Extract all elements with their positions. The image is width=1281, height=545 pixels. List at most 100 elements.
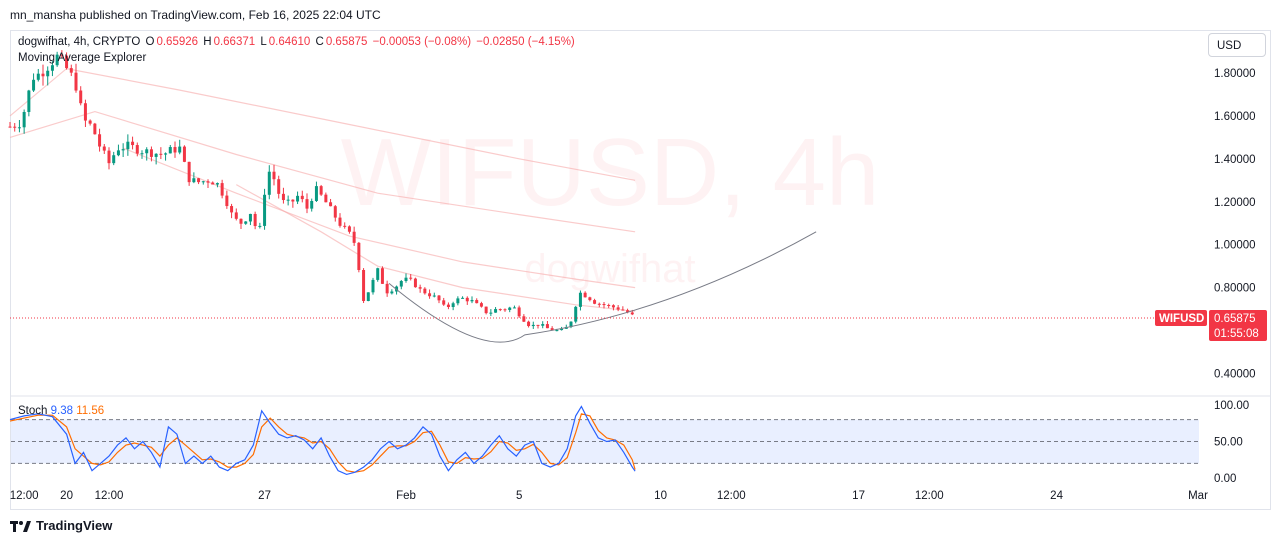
- currency-button[interactable]: USD: [1208, 33, 1266, 57]
- close-label: C: [315, 36, 324, 48]
- stoch-legend: Stoch 9.38 11.56: [18, 405, 104, 417]
- ohlc-legend: dogwifhat, 4h, CRYPTO O 0.65926 H 0.66371 …: [18, 36, 577, 48]
- candle-body: [418, 287, 422, 289]
- candle-body: [291, 199, 295, 202]
- price-tag-symbol-bg: [1155, 309, 1207, 326]
- candle-body: [17, 127, 21, 129]
- candle-body: [560, 328, 564, 331]
- candle-body: [522, 316, 526, 322]
- candle-body: [258, 225, 262, 227]
- candle-body: [555, 330, 559, 332]
- candle-body: [121, 149, 125, 151]
- time-tick: 27: [258, 490, 271, 502]
- candle-body: [456, 298, 460, 304]
- time-tick: 24: [1050, 490, 1063, 502]
- candle-body: [36, 73, 40, 80]
- candle-body: [432, 295, 436, 297]
- candle-body: [225, 195, 229, 207]
- candle-body: [88, 120, 92, 124]
- price-tick: 1.80000: [1214, 68, 1256, 80]
- price-tick: 0.80000: [1214, 283, 1256, 295]
- moving-average-line: [9, 67, 636, 181]
- candle-body: [512, 307, 516, 309]
- time-axis: 12:00 20 12:00 27 Feb 5 10 12:00 17 12:00 24 Mar: [10, 490, 1208, 502]
- candle-body: [593, 300, 597, 304]
- candle-body: [333, 206, 337, 218]
- candle-body: [277, 179, 281, 194]
- high-label: H: [203, 36, 212, 48]
- time-tick: 12:00: [95, 490, 124, 502]
- candle-body: [131, 141, 135, 146]
- candle-body: [187, 161, 191, 183]
- candle-body: [211, 182, 215, 185]
- tradingview-logo-icon: [10, 520, 31, 532]
- candle-body: [74, 72, 78, 91]
- candle-body: [503, 309, 507, 311]
- candle-body: [244, 221, 248, 224]
- change-value: −0.00053 (−0.08%): [372, 36, 472, 48]
- price-tick: 1.40000: [1214, 154, 1256, 166]
- candle-body: [423, 288, 427, 294]
- candle-body: [215, 183, 219, 185]
- candle-body: [248, 213, 252, 222]
- candle-body: [154, 153, 158, 157]
- candle-body: [168, 147, 172, 154]
- moving-average-lines: [9, 67, 636, 312]
- price-tag-price-bg: [1209, 309, 1267, 341]
- indicator-label: Moving Average Explorer: [18, 52, 147, 64]
- open-label: O: [145, 36, 155, 48]
- candlestick-series: [8, 50, 634, 332]
- candle-body: [300, 195, 304, 200]
- tradingview-logo[interactable]: TradingView: [10, 518, 112, 533]
- candle-body: [178, 146, 182, 153]
- stoch-levels: [11, 419, 1199, 464]
- change-value-2: −0.02850 (−4.15%): [476, 36, 575, 48]
- candle-body: [324, 194, 328, 203]
- candle-body: [451, 303, 455, 308]
- candle-body: [527, 321, 531, 327]
- stoch-tick: 100.00: [1214, 400, 1249, 412]
- candle-body: [296, 195, 300, 202]
- candle-body: [50, 65, 54, 71]
- time-tick: 10: [654, 490, 667, 502]
- candle-body: [399, 281, 403, 287]
- candle-body: [314, 186, 318, 201]
- candle-body: [366, 292, 370, 302]
- time-tick: 12:00: [915, 490, 944, 502]
- time-tick: Mar: [1188, 490, 1208, 502]
- footer-brand: TradingView: [36, 518, 113, 533]
- candle-body: [569, 321, 573, 328]
- candle-body: [230, 206, 234, 213]
- candle-body: [286, 199, 290, 201]
- candle-body: [347, 226, 351, 232]
- stoch-d-value: 11.56: [76, 405, 105, 417]
- candle-body: [550, 328, 554, 331]
- candle-body: [126, 141, 130, 150]
- candle-body: [390, 291, 394, 294]
- candle-body: [13, 126, 17, 128]
- candle-body: [197, 178, 201, 183]
- candle-body: [27, 90, 31, 112]
- candle-body: [220, 183, 224, 196]
- candle-body: [536, 324, 540, 326]
- watermark-ticker: WIFUSD, 4h: [341, 119, 880, 226]
- candle-body: [116, 150, 120, 156]
- candle-body: [578, 292, 582, 307]
- candle-body: [93, 123, 97, 135]
- candle-body: [621, 309, 625, 311]
- stoch-tick: 0.00: [1214, 473, 1236, 485]
- candle-body: [583, 292, 587, 298]
- candle-body: [8, 126, 12, 128]
- candle-body: [192, 178, 196, 183]
- candle-body: [362, 269, 366, 302]
- candle-body: [479, 303, 483, 307]
- candle-body: [465, 297, 469, 302]
- time-tick: 12:00: [10, 490, 39, 502]
- candle-body: [22, 111, 26, 128]
- candle-body: [338, 217, 342, 226]
- candle-body: [371, 279, 375, 293]
- candle-body: [611, 305, 615, 308]
- candle-body: [272, 171, 276, 180]
- candle-body: [69, 68, 73, 73]
